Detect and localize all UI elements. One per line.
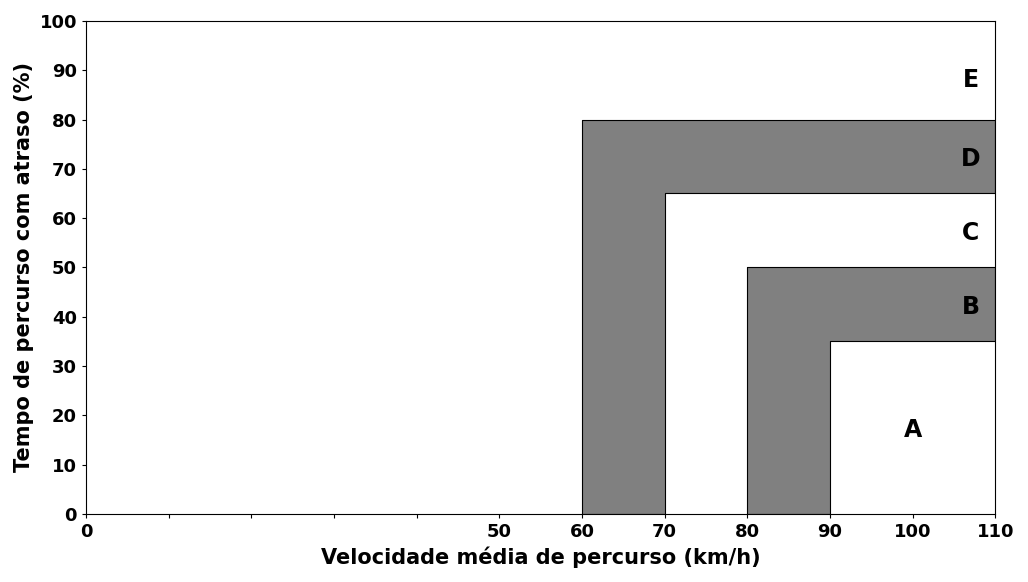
Text: E: E: [962, 68, 979, 92]
X-axis label: Velocidade média de percurso (km/h): Velocidade média de percurso (km/h): [321, 546, 761, 568]
Polygon shape: [582, 119, 995, 514]
Polygon shape: [747, 268, 995, 514]
Text: D: D: [961, 147, 981, 171]
Text: B: B: [961, 295, 980, 319]
Text: A: A: [904, 418, 922, 442]
Y-axis label: Tempo de percurso com atraso (%): Tempo de percurso com atraso (%): [14, 62, 34, 473]
Text: C: C: [962, 221, 980, 245]
